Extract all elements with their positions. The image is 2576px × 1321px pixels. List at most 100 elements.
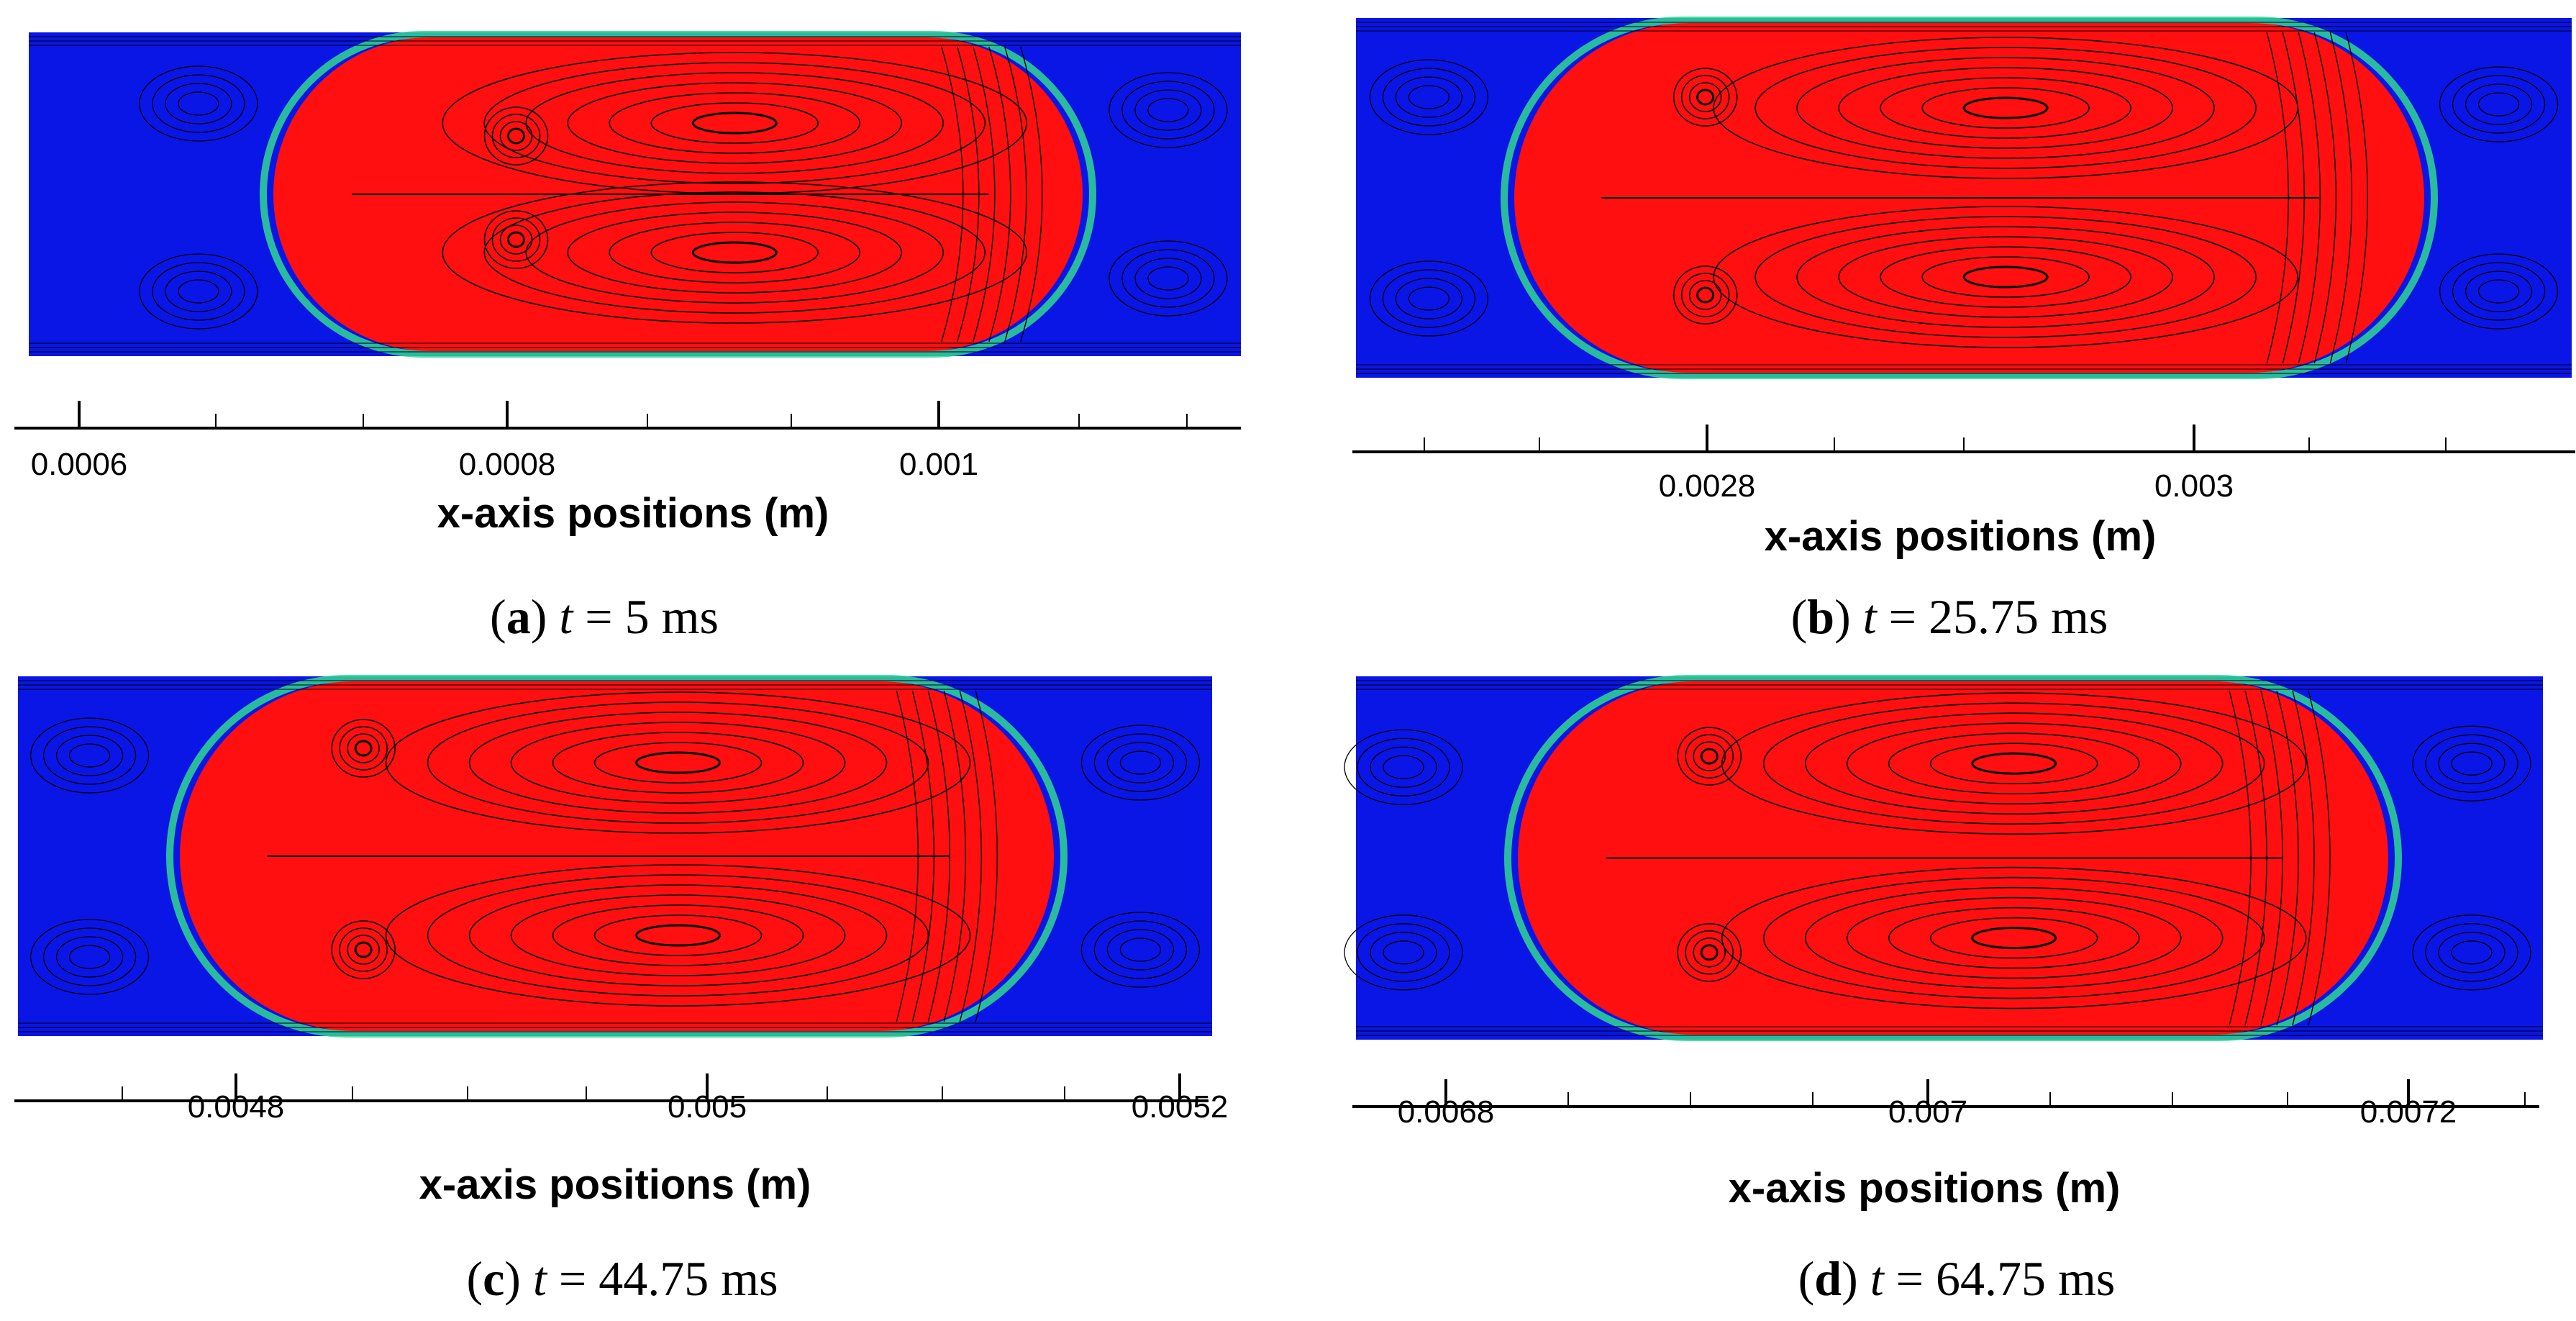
streamline-loop-outer — [68, 945, 111, 969]
panel-a-axis-title: x-axis positions (m) — [437, 490, 829, 537]
streamline-loop-outer — [55, 936, 124, 978]
streamline-loop — [468, 712, 888, 814]
streamline-arc — [1020, 46, 1043, 342]
streamline-loop — [525, 201, 945, 304]
streamline-loop-outer — [2451, 940, 2493, 965]
streamline-loop — [1721, 866, 2307, 1009]
panel-c-figure: 0.0048 0.005 0.0052 — [14, 675, 1229, 1125]
streamline-loop-outer — [1106, 742, 1175, 784]
streamline-loop — [1688, 82, 1722, 112]
streamline-loop-outer — [1383, 940, 1424, 965]
streamline-loop-outer — [1395, 76, 1463, 118]
streamline-arc — [988, 46, 1011, 342]
streamline-loop — [491, 114, 541, 158]
streamline-loop — [427, 702, 929, 824]
streamline-loop — [567, 82, 903, 164]
streamline-loop — [1921, 87, 2090, 129]
streamline-loop — [347, 733, 380, 763]
panel-d-time: 64.75 — [1936, 1251, 2047, 1306]
streamline-loop — [468, 884, 888, 986]
streamline-loop — [1693, 741, 1726, 771]
streamline-loop — [635, 924, 722, 947]
streamline-loop — [499, 224, 533, 255]
streamline-loop-outer — [2439, 253, 2559, 330]
streamline-loop — [691, 112, 778, 135]
streamline-loop — [331, 719, 396, 778]
streamline-loop-outer — [2451, 751, 2493, 776]
streamline-loop — [1846, 722, 2182, 804]
streamline-loop — [354, 941, 373, 958]
panel-d: 0.0068 0.007 0.0072 x-axis positions (m) (… — [1344, 660, 2575, 1321]
streamline-loop — [609, 222, 861, 283]
streamline-loop-outer — [1106, 929, 1175, 971]
panel-c-time: 44.75 — [599, 1251, 709, 1306]
panel-d-unit: ms — [2058, 1251, 2116, 1306]
streamline-loop — [510, 722, 846, 804]
streamline-loop — [1880, 77, 2131, 139]
x-axis-tick-label: 0.005 — [668, 1089, 747, 1125]
panel-b-axis-title: x-axis positions (m) — [1764, 513, 2157, 560]
x-axis-tick-label: 0.0048 — [188, 1089, 285, 1125]
streamline-loop-outer — [1383, 755, 1424, 779]
streamline-loop-outer — [1369, 59, 1489, 135]
streamline-arc — [2229, 690, 2252, 1026]
streamline-loop-outer — [1147, 98, 1189, 122]
panel-c-axis-title: x-axis positions (m) — [419, 1161, 811, 1208]
streamline-loop-outer — [2438, 932, 2506, 973]
streamline-loop-outer — [55, 735, 124, 776]
streamline-loop — [1846, 896, 2182, 979]
streamline-loop — [339, 927, 388, 972]
droplet-rim — [260, 31, 1096, 358]
streamline-loop-outer — [1121, 249, 1215, 308]
streamline-loop-outer — [2412, 914, 2531, 991]
panel-b: 0.0028 0.003 x-axis positions (m) (b) t =… — [1352, 0, 2575, 660]
streamline-loop — [1921, 256, 2090, 298]
x-axis-tick-label: 0.001 — [899, 447, 978, 482]
streamline-loop-outer — [2425, 923, 2518, 982]
panel-b-letter: b — [1807, 589, 1835, 644]
panel-b-caption: (b) t = 25.75 ms — [1790, 589, 2108, 644]
streamline-loop — [507, 127, 525, 145]
streamline-loop — [525, 72, 945, 174]
streamline-loop — [442, 52, 1028, 194]
streamline-loop — [499, 121, 533, 151]
streamline-loop-outer — [29, 919, 150, 995]
streamline-loop-outer — [1119, 750, 1162, 775]
streamline-loop — [1672, 68, 1738, 127]
streamline-arc — [2260, 690, 2283, 1026]
x-axis-tick-label: 0.0068 — [1398, 1094, 1495, 1130]
streamline-loop — [593, 914, 763, 956]
streamline-loop — [1962, 265, 2049, 289]
streamline-arc — [896, 690, 919, 1022]
streamline-arc — [975, 690, 998, 1022]
x-axis-tick-label: 0.0052 — [1132, 1089, 1229, 1125]
streamline-loop-outer — [2477, 279, 2520, 304]
panel-a-letter: a — [506, 589, 531, 644]
streamline-loop-outer — [2452, 262, 2546, 321]
streamline-arc — [2345, 32, 2368, 364]
streamline-arc — [2244, 690, 2267, 1026]
streamline-loop-outer — [2412, 725, 2531, 802]
streamline-loop — [1796, 57, 2215, 159]
streamline-loop — [491, 217, 541, 262]
streamline-loop-outer — [2438, 743, 2506, 784]
x-axis-tick-label: 0.0008 — [459, 447, 556, 482]
panel-d-figure: 0.0068 0.007 0.0072 — [1344, 675, 2543, 1130]
streamline-loop — [1688, 280, 1722, 310]
panel-a-caption: (a) t = 5 ms — [490, 589, 719, 644]
streamline-loop — [1700, 944, 1719, 961]
streamline-loop — [1762, 876, 2265, 999]
streamline-loop — [1888, 732, 2140, 794]
streamline-loop — [1696, 286, 1715, 304]
streamline-arc — [911, 690, 934, 1022]
streamline-loop — [1971, 752, 2057, 775]
streamline-arc — [2313, 32, 2336, 364]
streamline-arc — [2329, 32, 2352, 364]
streamline-loop — [1693, 937, 1726, 968]
streamline-loop — [1962, 96, 2049, 119]
streamline-loop-outer — [1147, 266, 1189, 291]
streamline-loop — [1754, 47, 2257, 169]
panel-c: 0.0048 0.005 0.0052 x-axis positions (m) (… — [0, 660, 1288, 1321]
streamline-loop-outer — [1395, 278, 1463, 319]
streamline-loop — [635, 751, 722, 774]
